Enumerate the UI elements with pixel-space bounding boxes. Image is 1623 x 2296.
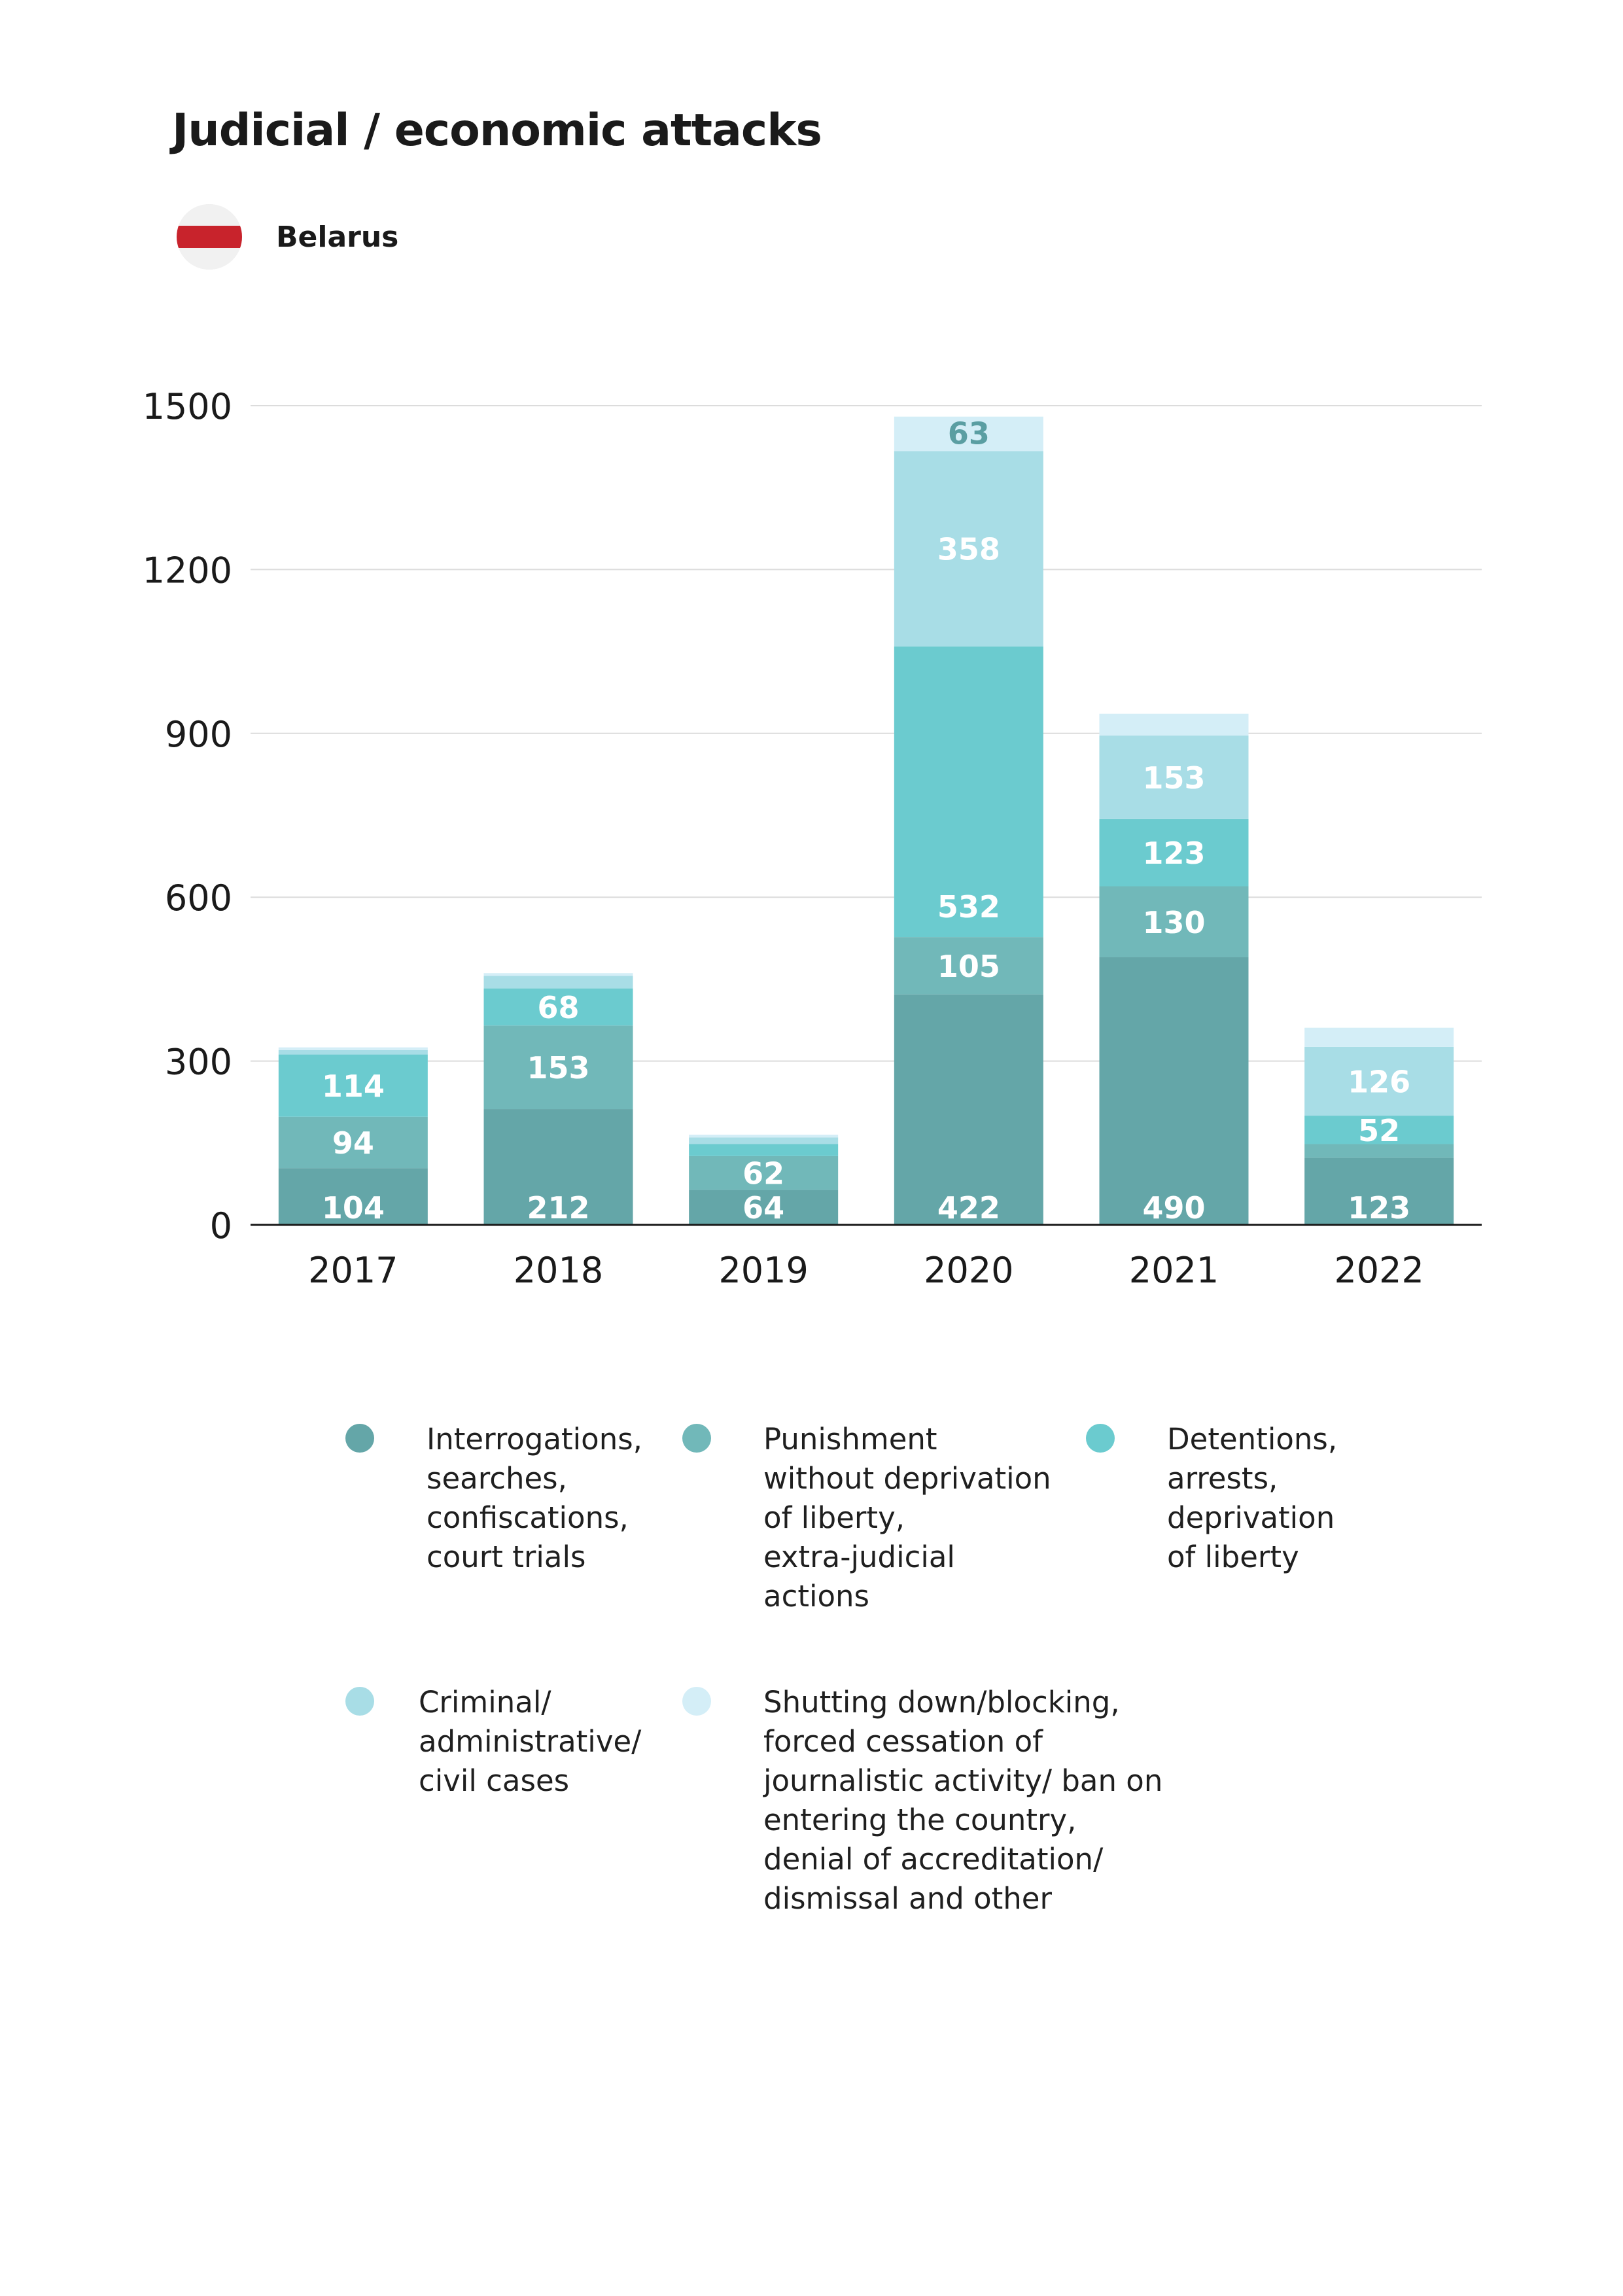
legend-label: Detentions, arrests, deprivation of libe… xyxy=(1167,1422,1338,1574)
y-tick-label: 0 xyxy=(210,1205,232,1246)
bar-segment xyxy=(278,1047,428,1050)
data-label: 105 xyxy=(937,949,1000,984)
bar-segment xyxy=(278,1050,428,1055)
bar-segment xyxy=(894,994,1043,1225)
legend-label: Criminal/ administrative/ civil cases xyxy=(419,1685,642,1798)
bar-segment xyxy=(483,1025,633,1110)
bar-segment xyxy=(1099,735,1249,819)
bar-segment xyxy=(483,976,633,989)
bar-segment xyxy=(689,1156,839,1190)
data-label: 212 xyxy=(527,1190,589,1226)
chart-title: Judicial / economic attacks xyxy=(172,105,822,156)
data-label: 68 xyxy=(537,990,579,1025)
data-label: 153 xyxy=(527,1050,589,1086)
data-label: 130 xyxy=(1142,905,1205,940)
country-header: Belarus xyxy=(177,204,398,270)
bar-segment xyxy=(689,1137,839,1144)
bar-segment xyxy=(1304,1116,1454,1144)
legend-label: Punishment without deprivation of libert… xyxy=(763,1422,1051,1614)
bar-segment xyxy=(1099,819,1249,887)
data-label: 126 xyxy=(1348,1064,1410,1099)
data-label: 63 xyxy=(948,416,990,451)
data-label: 62 xyxy=(742,1156,784,1192)
bar-segment xyxy=(483,1109,633,1225)
legend-item-criminal-cases: Criminal/ administrative/ civil cases xyxy=(345,1683,641,1801)
legend-swatch xyxy=(1086,1424,1115,1453)
legend-swatch xyxy=(682,1424,711,1453)
x-tick-label: 2022 xyxy=(1334,1250,1423,1291)
legend-item-detentions: Detentions, arrests, deprivation of libe… xyxy=(1086,1420,1337,1577)
data-label: 358 xyxy=(937,532,1000,567)
bar-segment xyxy=(1304,1144,1454,1158)
country-name: Belarus xyxy=(276,220,399,254)
y-tick-label: 1500 xyxy=(143,386,232,427)
data-label: 52 xyxy=(1358,1113,1400,1148)
bar-segment xyxy=(278,1054,428,1117)
data-label: 532 xyxy=(937,889,1000,925)
bar-segment xyxy=(1304,1027,1454,1047)
bar-segment xyxy=(894,451,1043,647)
x-tick-label: 2021 xyxy=(1129,1250,1219,1291)
x-tick-label: 2017 xyxy=(308,1250,398,1291)
data-label: 490 xyxy=(1142,1190,1205,1226)
y-tick-label: 1200 xyxy=(143,550,232,591)
y-tick-label: 600 xyxy=(165,877,232,919)
x-tick-label: 2019 xyxy=(718,1250,808,1291)
y-tick-label: 900 xyxy=(165,714,232,755)
bar-segment xyxy=(278,1168,428,1225)
x-tick-label: 2018 xyxy=(514,1250,603,1291)
y-tick-label: 300 xyxy=(165,1042,232,1083)
data-label: 123 xyxy=(1348,1190,1410,1226)
data-label: 153 xyxy=(1142,760,1205,796)
bar-segment xyxy=(689,1135,839,1138)
legend-item-shutting-down: Shutting down/blocking, forced cessation… xyxy=(682,1683,1162,1918)
bar-segment xyxy=(1304,1046,1454,1116)
x-tick-label: 2020 xyxy=(924,1250,1013,1291)
data-label: 114 xyxy=(322,1069,385,1104)
bar-segment xyxy=(483,973,633,976)
bar-segment xyxy=(1099,957,1249,1225)
bar-segment xyxy=(894,646,1043,938)
legend-item-interrogations: Interrogations, searches, confiscations,… xyxy=(345,1420,642,1577)
legend-label: Interrogations, searches, confiscations,… xyxy=(427,1422,642,1574)
legend-item-punishment: Punishment without deprivation of libert… xyxy=(682,1420,1051,1616)
belarus-flag-icon xyxy=(177,204,242,270)
stacked-bar-chart: 0 300 600 900 1200 1500 104 94 114 2017 212 153 68 20… xyxy=(143,386,1482,1291)
bar-segment xyxy=(1099,713,1249,736)
data-label: 64 xyxy=(742,1190,784,1226)
bar-segment xyxy=(894,937,1043,995)
data-label: 94 xyxy=(332,1125,374,1161)
bar-segment xyxy=(278,1116,428,1169)
data-label: 104 xyxy=(322,1190,385,1226)
legend-swatch xyxy=(682,1687,711,1716)
bar-segment xyxy=(1304,1157,1454,1225)
data-label: 422 xyxy=(937,1190,1000,1226)
bar-segment xyxy=(689,1144,839,1156)
legend-swatch xyxy=(345,1687,374,1716)
bar-segment xyxy=(689,1190,839,1225)
legend-label: Shutting down/blocking, forced cessation… xyxy=(763,1685,1163,1916)
bar-segment xyxy=(483,988,633,1026)
legend-swatch xyxy=(345,1424,374,1453)
data-label: 123 xyxy=(1142,836,1205,871)
bar-segment xyxy=(894,416,1043,451)
bar-segment xyxy=(1099,886,1249,958)
